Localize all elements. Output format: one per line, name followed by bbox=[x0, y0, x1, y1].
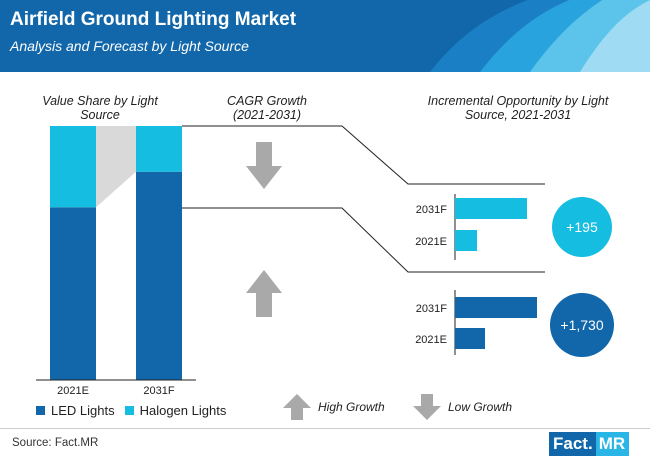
down-arrow-icon bbox=[246, 142, 282, 189]
incremental-bar-halogen-2031f bbox=[455, 198, 527, 219]
source-note: Source: Fact.MR bbox=[12, 437, 99, 449]
incremental-bar-led-2021e bbox=[455, 328, 485, 349]
incremental-tick-halogen-2021e: 2021E bbox=[415, 236, 447, 248]
logo-text-fact: Fact. bbox=[549, 432, 596, 456]
page-subtitle: Analysis and Forecast by Light Source bbox=[10, 38, 249, 54]
share-bar-halogen-2031f bbox=[136, 126, 182, 172]
share-tick-2031f: 2031F bbox=[143, 385, 174, 397]
legend-label-led: LED Lights bbox=[51, 403, 115, 418]
footer-divider bbox=[0, 428, 650, 429]
incremental-heading: Incremental Opportunity by Light Source,… bbox=[427, 94, 609, 122]
share-tick-2021e: 2021E bbox=[57, 385, 89, 397]
value-share-heading: Value Share by Light Source bbox=[42, 94, 158, 122]
header-banner: Airfield Ground Lighting Market Analysis… bbox=[0, 0, 650, 72]
led-opportunity-value: +1,730 bbox=[560, 317, 603, 333]
share-bar-halogen-2021e bbox=[50, 126, 96, 208]
logo-text-mr: MR bbox=[595, 432, 630, 456]
key-low-growth: Low Growth bbox=[412, 393, 512, 421]
halogen-opportunity-circle bbox=[552, 197, 612, 257]
halogen-opportunity-value: +195 bbox=[566, 219, 598, 235]
share-bar-led-2031f bbox=[136, 171, 182, 380]
incremental-bar-halogen-2021e bbox=[455, 230, 477, 251]
legend-item-halogen: Halogen Lights bbox=[124, 403, 227, 418]
cagr-heading: CAGR Growth (2021-2031) bbox=[227, 94, 307, 122]
led-opportunity-circle bbox=[550, 293, 614, 357]
incremental-tick-halogen-2031f: 2031F bbox=[416, 204, 447, 216]
header-decoration bbox=[430, 0, 650, 72]
up-arrow-icon bbox=[246, 270, 282, 317]
connector-line-led bbox=[182, 207, 545, 273]
connector-line-halogen bbox=[182, 125, 545, 185]
incremental-bar-charts: 2031F 2021E 2031F 2021E bbox=[415, 198, 537, 349]
legend-swatch-halogen bbox=[124, 406, 134, 415]
page-title: Airfield Ground Lighting Market bbox=[10, 9, 297, 30]
share-shift-connector bbox=[96, 126, 136, 208]
key-high-growth-label: High Growth bbox=[318, 400, 385, 414]
factmr-logo: Fact. MR bbox=[549, 432, 630, 456]
incremental-bar-led-2031f bbox=[455, 297, 537, 318]
share-bar-led-2021e bbox=[50, 207, 96, 380]
key-down-arrow-icon bbox=[413, 394, 441, 420]
wave-shape-4 bbox=[580, 0, 650, 72]
legend-swatch-led bbox=[36, 406, 45, 415]
legend-item-led: LED Lights bbox=[36, 403, 115, 418]
incremental-tick-led-2031f: 2031F bbox=[416, 303, 447, 315]
key-up-arrow-icon bbox=[283, 394, 311, 420]
legend: LED Lights Halogen Lights bbox=[36, 403, 236, 418]
incremental-tick-led-2021e: 2021E bbox=[415, 334, 447, 346]
stacked-bar-chart: 2021E 2031F bbox=[36, 126, 196, 397]
key-low-growth-label: Low Growth bbox=[448, 400, 513, 414]
legend-label-halogen: Halogen Lights bbox=[139, 403, 227, 418]
key-high-growth: High Growth bbox=[282, 393, 385, 421]
